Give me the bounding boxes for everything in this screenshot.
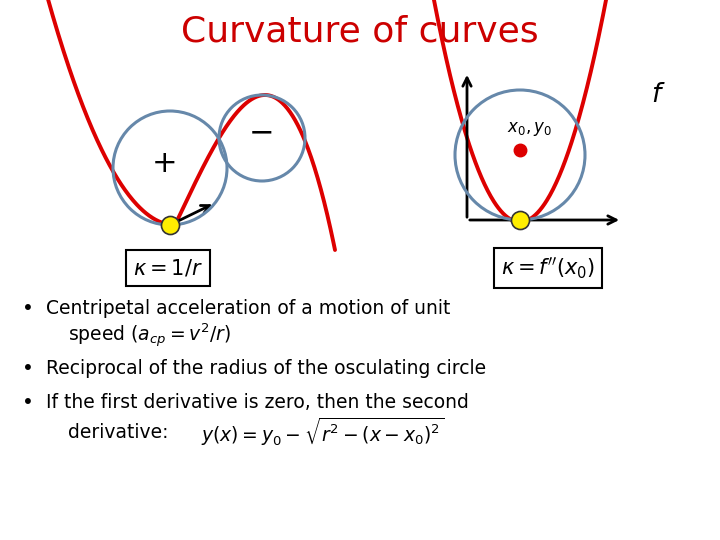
Text: $y(x) = y_0 - \sqrt{r^2-(x-x_0)^2}$: $y(x) = y_0 - \sqrt{r^2-(x-x_0)^2}$ [201,416,444,448]
Text: $\kappa = f''(x_0)$: $\kappa = f''(x_0)$ [501,255,595,281]
Text: $x_0,y_0$: $x_0,y_0$ [508,120,552,138]
Text: speed ($a_{cp} = v^2/r$): speed ($a_{cp} = v^2/r$) [68,322,231,350]
Text: If the first derivative is zero, then the second: If the first derivative is zero, then th… [46,393,469,411]
Text: derivative:: derivative: [68,422,168,442]
Text: Reciprocal of the radius of the osculating circle: Reciprocal of the radius of the osculati… [46,359,486,377]
Text: Centripetal acceleration of a motion of unit: Centripetal acceleration of a motion of … [46,299,451,318]
Text: Curvature of curves: Curvature of curves [181,15,539,49]
Text: +: + [152,148,178,178]
Text: •: • [22,299,34,318]
Text: •: • [22,393,34,411]
Text: −: − [249,118,275,147]
Text: $f$: $f$ [651,83,665,107]
Text: $\kappa = 1/r$: $\kappa = 1/r$ [133,258,203,279]
Text: •: • [22,359,34,377]
